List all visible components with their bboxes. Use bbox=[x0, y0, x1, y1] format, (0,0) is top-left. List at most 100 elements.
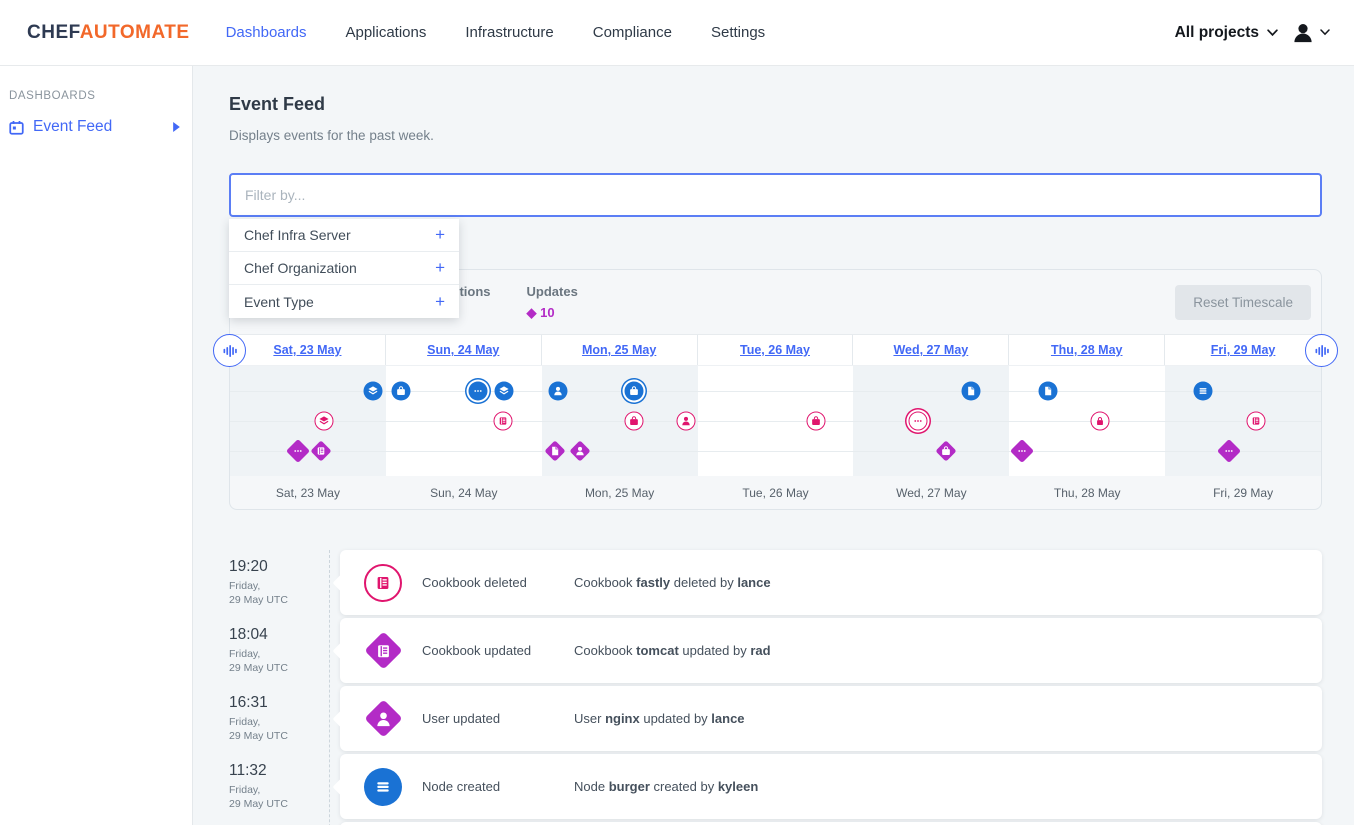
event-marker-update-bag[interactable] bbox=[935, 440, 957, 462]
lock-icon bbox=[1096, 417, 1103, 426]
event-card[interactable]: Cookbook updated Cookbook tomcat updated… bbox=[340, 618, 1322, 683]
dots-icon bbox=[1225, 450, 1234, 452]
event-row: 18:04 Friday, 29 May UTC Cookbook update… bbox=[229, 618, 1322, 683]
nav-settings[interactable]: Settings bbox=[710, 24, 766, 41]
event-marker-delete-bag[interactable] bbox=[624, 411, 644, 431]
stat-updates: Updates ◆ 10 bbox=[527, 284, 578, 321]
event-card[interactable]: Cookbook deleted Cookbook fastly deleted… bbox=[340, 550, 1322, 615]
diamond-shape bbox=[363, 699, 403, 738]
day-header-cell: Wed, 27 May bbox=[853, 335, 1010, 365]
timescale-handle-right[interactable] bbox=[1305, 334, 1338, 367]
event-marker-update-dots[interactable] bbox=[1010, 438, 1035, 464]
event-description: User nginx updated by lance bbox=[574, 711, 745, 726]
page-subtitle: Displays events for the past week. bbox=[229, 128, 434, 143]
event-card[interactable]: User updated User nginx updated by lance bbox=[340, 686, 1322, 751]
event-marker-update-dots[interactable] bbox=[285, 438, 310, 464]
event-marker-delete-person[interactable] bbox=[676, 411, 696, 431]
event-marker-create-dots[interactable] bbox=[468, 381, 488, 401]
event-row-partial bbox=[340, 822, 1322, 825]
book-icon bbox=[377, 644, 389, 657]
event-type-icon bbox=[364, 563, 402, 602]
day-link[interactable]: Thu, 28 May bbox=[1050, 343, 1123, 357]
filter-option-chef-organization[interactable]: Chef Organization + bbox=[229, 252, 459, 285]
event-row: 11:32 Friday, 29 May UTC Node created No… bbox=[229, 754, 1322, 819]
stat-marker-icon: ◆ bbox=[526, 304, 537, 320]
day-axis-label: Tue, 26 May bbox=[742, 485, 809, 500]
filter-option-chef-infra-server[interactable]: Chef Infra Server + bbox=[229, 219, 459, 252]
day-link[interactable]: Wed, 27 May bbox=[893, 343, 969, 357]
diamond-shape bbox=[363, 631, 403, 670]
event-marker-delete-layers[interactable] bbox=[314, 411, 334, 431]
filter-option-event-type[interactable]: Event Type + bbox=[229, 285, 459, 318]
event-marker-update-file[interactable] bbox=[544, 440, 566, 462]
filter-input[interactable] bbox=[229, 173, 1322, 217]
event-marker-update-person[interactable] bbox=[569, 440, 591, 462]
day-link[interactable]: Tue, 26 May bbox=[740, 343, 810, 357]
layers-icon bbox=[368, 386, 378, 395]
event-marker-create-person[interactable] bbox=[548, 381, 568, 401]
book-icon bbox=[499, 417, 507, 425]
filter-option-label: Chef Organization bbox=[244, 260, 357, 276]
nav-dashboards[interactable]: Dashboards bbox=[225, 24, 307, 41]
event-day: Friday, bbox=[229, 784, 261, 796]
event-marker-delete-book[interactable] bbox=[1246, 411, 1266, 431]
expand-arrow-icon[interactable] bbox=[173, 122, 180, 132]
nav-applications[interactable]: Applications bbox=[345, 24, 427, 41]
nav-infrastructure[interactable]: Infrastructure bbox=[465, 24, 554, 41]
user-menu[interactable] bbox=[1292, 22, 1330, 44]
timescale-handle-left[interactable] bbox=[213, 334, 246, 367]
event-card[interactable] bbox=[340, 822, 1322, 825]
event-marker-delete-book[interactable] bbox=[493, 411, 513, 431]
event-timestamp: 11:32 Friday, 29 May UTC bbox=[229, 762, 325, 811]
event-date: 29 May UTC bbox=[229, 594, 288, 607]
event-title: Cookbook deleted bbox=[422, 575, 527, 590]
event-marker-delete-dots[interactable] bbox=[908, 411, 928, 431]
reset-timescale-button[interactable]: Reset Timescale bbox=[1175, 284, 1311, 320]
day-link[interactable]: Sat, 23 May bbox=[273, 343, 342, 357]
event-day: Friday, bbox=[229, 716, 261, 728]
event-marker-create-list[interactable] bbox=[1193, 381, 1213, 401]
event-title: User updated bbox=[422, 711, 501, 726]
nav-compliance[interactable]: Compliance bbox=[592, 24, 672, 41]
dots-icon bbox=[293, 450, 302, 452]
day-link[interactable]: Fri, 29 May bbox=[1210, 343, 1276, 357]
chef-automate-logo[interactable]: CHEFAUTOMATE bbox=[27, 22, 190, 44]
chevron-down-icon bbox=[1267, 28, 1278, 36]
event-time: 18:04 bbox=[229, 626, 268, 643]
event-row: 16:31 Friday, 29 May UTC User updated Us… bbox=[229, 686, 1322, 751]
day-axis-label: Sun, 24 May bbox=[430, 485, 498, 500]
layers-icon bbox=[319, 416, 329, 425]
event-title: Node created bbox=[422, 779, 501, 794]
day-link[interactable]: Sun, 24 May bbox=[427, 343, 500, 357]
event-marker-delete-lock[interactable] bbox=[1090, 411, 1110, 431]
event-marker-update-book[interactable] bbox=[309, 440, 332, 462]
sidebar-item-event-feed[interactable]: Event Feed bbox=[9, 118, 192, 136]
calendar-icon bbox=[9, 120, 24, 135]
main-content: Event Feed Displays events for the past … bbox=[193, 66, 1354, 825]
day-link[interactable]: Mon, 25 May bbox=[581, 343, 657, 357]
event-marker-create-file[interactable] bbox=[1038, 381, 1058, 401]
event-date: 29 May UTC bbox=[229, 730, 288, 743]
day-axis-label: Fri, 29 May bbox=[1213, 485, 1274, 500]
plus-icon[interactable]: + bbox=[435, 258, 445, 277]
event-marker-delete-bag[interactable] bbox=[806, 411, 826, 431]
event-marker-update-dots[interactable] bbox=[1217, 438, 1242, 464]
event-marker-create-bag[interactable] bbox=[624, 381, 644, 401]
event-marker-create-layers[interactable] bbox=[494, 381, 514, 401]
person-icon bbox=[376, 711, 390, 726]
book-icon bbox=[1252, 417, 1259, 425]
dots-icon bbox=[1018, 450, 1026, 452]
stat-value: ◆ 10 bbox=[526, 304, 555, 320]
bag-icon bbox=[941, 446, 950, 456]
gridline bbox=[230, 450, 1321, 452]
event-card[interactable]: Node created Node burger created by kyle… bbox=[340, 754, 1322, 819]
event-marker-create-file[interactable] bbox=[961, 381, 981, 401]
event-description: Cookbook tomcat updated by rad bbox=[574, 643, 771, 658]
event-marker-create-layers[interactable] bbox=[363, 381, 383, 401]
top-navigation: Dashboards Applications Infrastructure Comp… bbox=[226, 24, 766, 41]
projects-filter-dropdown[interactable]: All projects bbox=[1175, 24, 1278, 42]
event-marker-create-bag[interactable] bbox=[391, 381, 411, 401]
plus-icon[interactable]: + bbox=[435, 225, 445, 244]
plus-icon[interactable]: + bbox=[435, 291, 445, 311]
